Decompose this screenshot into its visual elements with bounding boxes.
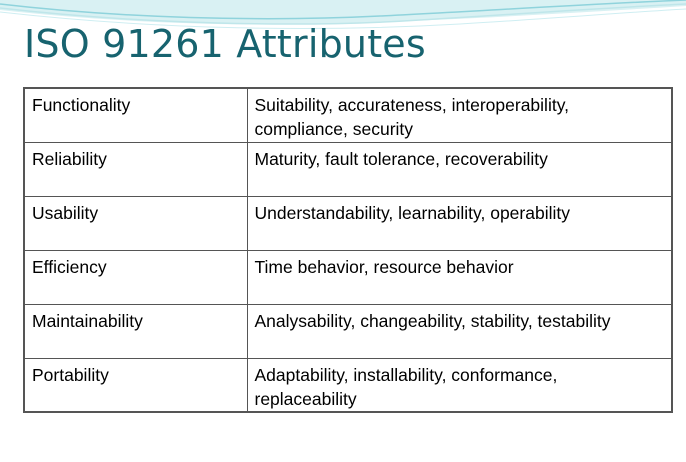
table-row: Maintainability Analysability, changeabi…	[23, 303, 673, 359]
slide-title: ISO 91261 Attributes	[24, 22, 426, 66]
table-row: Functionality Suitability, accurateness,…	[23, 87, 673, 143]
header-wave-decoration	[0, 0, 686, 29]
subattributes-cell: Understandability, learnability, operabi…	[246, 195, 673, 251]
subattributes-cell: Adaptability, installability, conformanc…	[246, 357, 673, 413]
table-row: Efficiency Time behavior, resource behav…	[23, 249, 673, 305]
attributes-table: Functionality Suitability, accurateness,…	[23, 87, 673, 413]
attribute-cell: Reliability	[23, 141, 248, 197]
subattributes-cell: Suitability, accurateness, interoperabil…	[246, 87, 673, 143]
attribute-cell: Maintainability	[23, 303, 248, 359]
table-row: Portability Adaptability, installability…	[23, 357, 673, 413]
attribute-cell: Usability	[23, 195, 248, 251]
table-row: Usability Understandability, learnabilit…	[23, 195, 673, 251]
attribute-cell: Portability	[23, 357, 248, 413]
attribute-cell: Functionality	[23, 87, 248, 143]
subattributes-cell: Maturity, fault tolerance, recoverabilit…	[246, 141, 673, 197]
subattributes-cell: Time behavior, resource behavior	[246, 249, 673, 305]
table-row: Reliability Maturity, fault tolerance, r…	[23, 141, 673, 197]
subattributes-cell: Analysability, changeability, stability,…	[246, 303, 673, 359]
attribute-cell: Efficiency	[23, 249, 248, 305]
